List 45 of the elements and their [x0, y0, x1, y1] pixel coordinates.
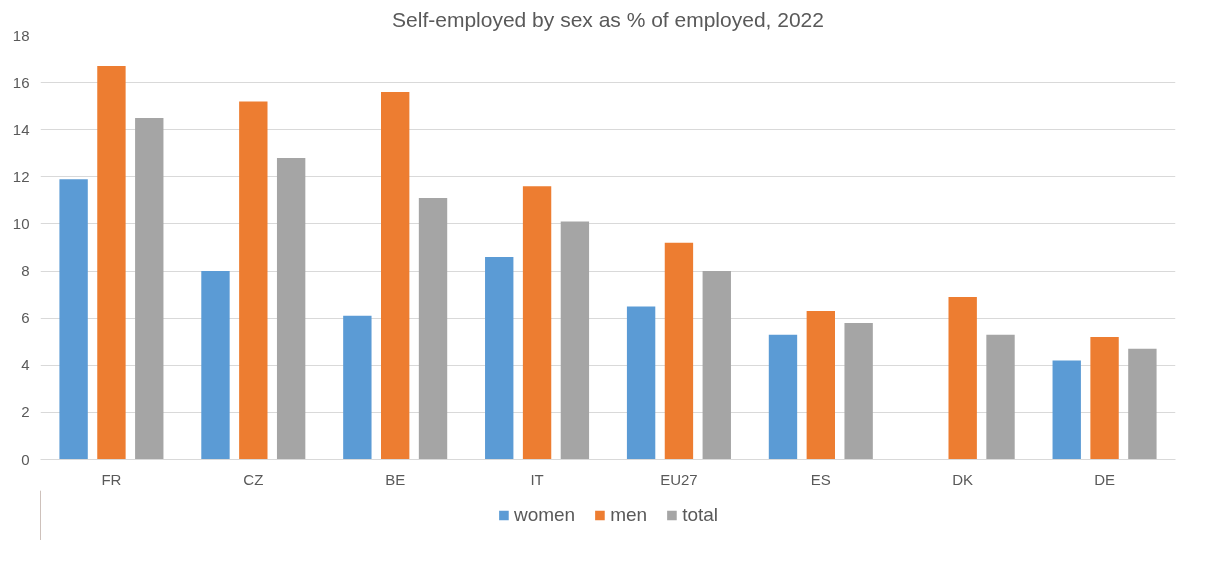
bar: [768, 334, 798, 460]
x-tick-label: BE: [385, 470, 406, 488]
legend-label: total: [682, 504, 719, 526]
y-tick-label: 6: [21, 309, 30, 327]
bar: [1128, 348, 1157, 460]
bar: [381, 92, 410, 460]
bar: [59, 179, 88, 460]
x-tick-label: FR: [101, 470, 122, 488]
x-tick-label: CZ: [243, 470, 264, 488]
bar: [560, 221, 590, 460]
x-tick-label: DE: [1094, 470, 1115, 488]
y-tick-label: 10: [12, 214, 30, 232]
legend-label: men: [610, 504, 648, 526]
bar: [343, 315, 372, 460]
bar: [702, 271, 731, 460]
bar: [522, 186, 552, 460]
y-tick-label: 0: [21, 450, 30, 468]
y-tick-label: 2: [21, 403, 30, 421]
y-tick-label: 16: [12, 73, 30, 91]
bar: [485, 256, 514, 460]
bar: [1090, 337, 1119, 460]
y-tick-label: 18: [12, 26, 30, 44]
y-tick-label: 14: [12, 120, 30, 138]
y-tick-label: 8: [21, 262, 30, 280]
bar: [276, 157, 306, 460]
x-tick-label: ES: [810, 470, 831, 488]
y-tick-label: 4: [21, 356, 30, 374]
bar: [844, 322, 873, 460]
bar: [135, 117, 164, 460]
bar: [664, 242, 694, 460]
bar: [948, 296, 977, 460]
bar: [806, 311, 835, 460]
bar: [418, 198, 448, 460]
bar: [626, 306, 656, 460]
bar: [97, 66, 126, 460]
bar: [986, 334, 1015, 460]
legend-label: women: [513, 504, 576, 526]
bar: [1052, 360, 1081, 460]
chart-title: Self-employed by sex as % of employed, 2022: [392, 7, 824, 31]
x-tick-label: DK: [952, 470, 974, 488]
x-tick-label: IT: [530, 470, 544, 488]
y-tick-label: 12: [12, 167, 30, 185]
x-tick-label: EU27: [660, 470, 698, 488]
bar: [239, 101, 268, 460]
bar: [201, 271, 230, 460]
